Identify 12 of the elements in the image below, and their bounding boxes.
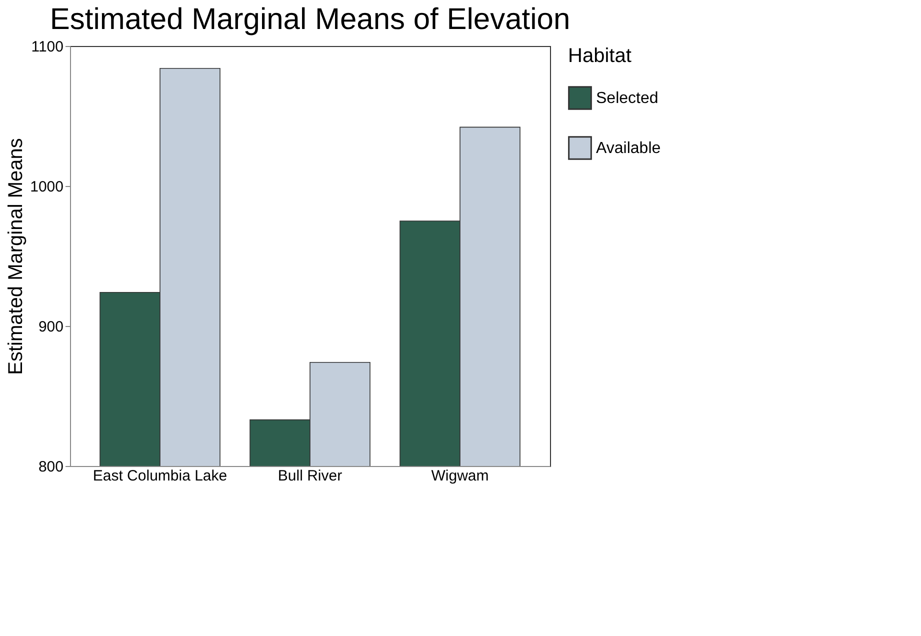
x-tick-label: East Columbia Lake (92, 468, 228, 484)
y-tick-label: 1000 (30, 178, 64, 196)
legend-label: Selected (596, 90, 658, 107)
y-axis-title: Estimated Marginal Means (5, 138, 28, 375)
legend-label: Available (596, 140, 661, 157)
x-tick-label: Bull River (278, 468, 342, 484)
chart-title: Estimated Marginal Means of Elevation (50, 3, 570, 36)
x-tick-label: Wigwam (431, 468, 489, 484)
y-tick-label: 800 (38, 458, 64, 476)
y-tick-label: 900 (38, 318, 64, 336)
y-tick-label: 1100 (31, 38, 64, 56)
legend-title: Habitat (568, 45, 632, 67)
